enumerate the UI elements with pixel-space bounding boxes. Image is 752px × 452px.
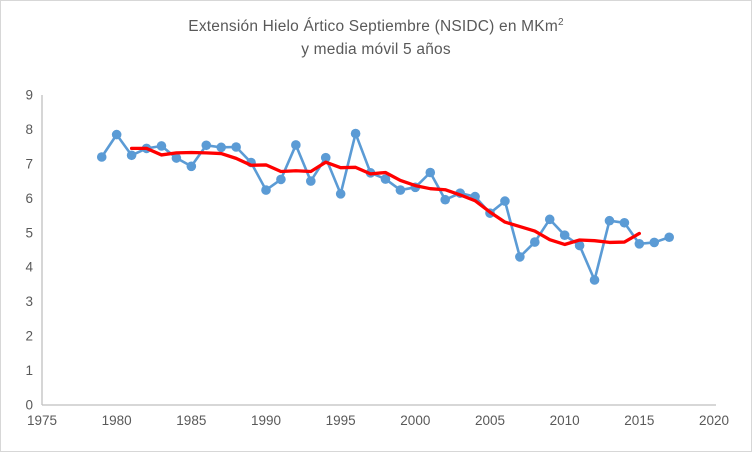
x-tick-label: 1975 bbox=[27, 413, 57, 428]
extent-data-point bbox=[201, 140, 212, 151]
extent-data-point bbox=[171, 153, 182, 163]
x-tick-label: 2020 bbox=[699, 413, 729, 428]
y-tick-label: 2 bbox=[25, 329, 33, 344]
extent-data-point bbox=[306, 176, 316, 186]
extent-data-point bbox=[231, 142, 241, 152]
extent-data-point bbox=[574, 240, 585, 251]
x-tick-label: 1995 bbox=[326, 413, 356, 428]
extent-series-line bbox=[100, 132, 671, 282]
extent-data-point bbox=[559, 230, 570, 240]
extent-data-point bbox=[500, 196, 510, 206]
extent-data-point bbox=[261, 185, 271, 195]
extent-data-point bbox=[216, 142, 226, 153]
x-tick-label: 2015 bbox=[624, 413, 654, 428]
x-tick-label: 2005 bbox=[475, 413, 505, 428]
extent-data-point bbox=[664, 232, 674, 243]
chart-title-superscript: 2 bbox=[557, 16, 564, 28]
extent-data-point bbox=[634, 239, 645, 249]
extent-data-point bbox=[425, 167, 436, 178]
x-tick-label: 1985 bbox=[176, 413, 206, 428]
extent-data-point bbox=[156, 141, 167, 151]
x-tick-label: 2000 bbox=[400, 413, 430, 428]
extent-data-point bbox=[515, 252, 525, 262]
extent-data-point bbox=[276, 174, 286, 185]
extent-data-point bbox=[126, 150, 137, 161]
y-tick-label: 7 bbox=[25, 156, 33, 171]
extent-data-point bbox=[320, 152, 331, 163]
extent-data-point bbox=[440, 194, 451, 205]
extent-data-point bbox=[335, 189, 346, 199]
extent-data-point bbox=[350, 128, 361, 139]
extent-data-point bbox=[530, 237, 540, 247]
extent-data-point bbox=[604, 215, 615, 226]
x-tick-label: 1980 bbox=[102, 413, 132, 428]
chart-title: Extensión Hielo Ártico Septiembre (NSIDC… bbox=[1, 15, 751, 61]
extent-data-point bbox=[649, 237, 660, 248]
extent-data-point bbox=[619, 217, 630, 228]
y-tick-label: 6 bbox=[25, 191, 33, 206]
y-tick-label: 4 bbox=[25, 260, 33, 275]
moving-average-line bbox=[129, 146, 641, 247]
extent-data-point bbox=[111, 129, 122, 140]
extent-data-point bbox=[395, 185, 406, 195]
extent-data-point bbox=[291, 140, 301, 150]
extent-data-point bbox=[544, 214, 555, 225]
extent-data-point bbox=[380, 174, 391, 184]
extent-data-point bbox=[589, 275, 600, 285]
y-tick-label: 8 bbox=[25, 122, 33, 137]
y-tick-label: 3 bbox=[25, 294, 33, 309]
extent-data-point bbox=[96, 152, 107, 162]
y-tick-label: 5 bbox=[25, 225, 33, 240]
x-tick-label: 1990 bbox=[251, 413, 281, 428]
chart-title-line1: Extensión Hielo Ártico Septiembre (NSIDC… bbox=[188, 16, 564, 35]
y-tick-label: 1 bbox=[25, 363, 33, 378]
x-tick-label: 2010 bbox=[550, 413, 580, 428]
extent-data-point bbox=[186, 161, 197, 172]
y-tick-label: 0 bbox=[25, 398, 33, 413]
y-tick-label: 9 bbox=[25, 88, 33, 103]
chart-title-line2: y media móvil 5 años bbox=[301, 41, 451, 58]
